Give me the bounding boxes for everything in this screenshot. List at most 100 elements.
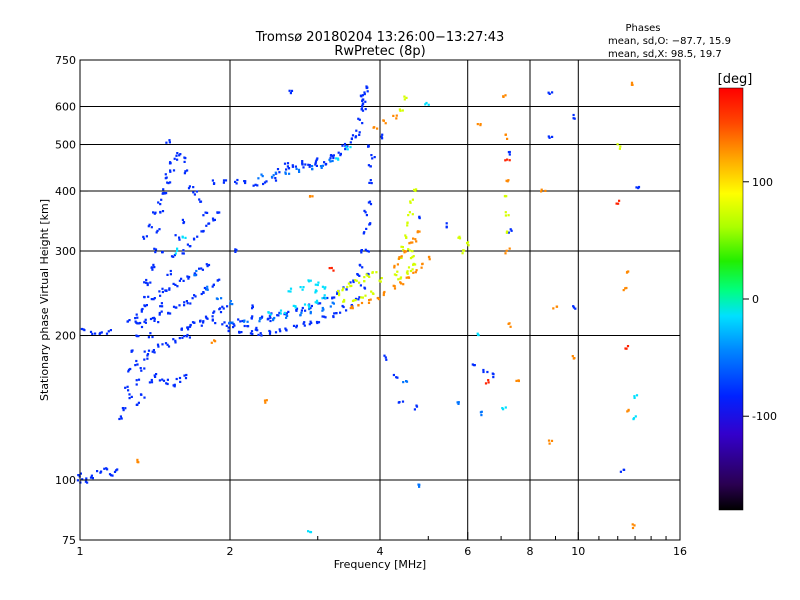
data-point: [192, 186, 195, 189]
data-point: [115, 469, 118, 472]
data-point: [547, 135, 550, 138]
data-point: [178, 337, 181, 340]
data-point: [221, 323, 224, 326]
data-point: [504, 406, 507, 409]
data-point: [321, 285, 324, 288]
data-point: [622, 289, 625, 292]
data-point: [273, 316, 276, 320]
data-point: [178, 376, 182, 380]
data-point: [347, 282, 350, 285]
data-point: [487, 379, 490, 382]
data-point: [631, 523, 634, 526]
data-point: [251, 305, 254, 308]
data-point: [399, 281, 402, 284]
data-point: [504, 252, 507, 255]
data-point: [235, 182, 238, 185]
data-point: [508, 247, 511, 250]
data-point: [309, 279, 312, 282]
data-point: [308, 308, 311, 311]
data-point: [363, 93, 366, 96]
data-point: [418, 483, 421, 486]
y-axis-label: Stationary phase Virtual Height [km]: [38, 199, 51, 401]
data-point: [329, 157, 332, 160]
data-point: [461, 252, 464, 255]
data-point: [404, 234, 407, 237]
data-point: [492, 376, 495, 379]
data-point: [362, 98, 365, 101]
data-point: [193, 193, 196, 196]
data-point: [164, 342, 168, 345]
data-point: [211, 285, 214, 288]
data-point: [502, 408, 505, 411]
data-point: [164, 289, 167, 292]
data-point: [254, 183, 257, 186]
data-point: [84, 480, 87, 483]
data-point: [337, 290, 340, 293]
data-point: [367, 144, 370, 147]
data-point: [503, 195, 506, 198]
data-point: [405, 276, 408, 279]
data-point: [381, 137, 384, 140]
data-point: [338, 294, 341, 297]
data-point: [292, 304, 295, 307]
data-point: [272, 319, 275, 322]
data-point: [414, 189, 417, 192]
data-point: [383, 354, 386, 357]
data-point: [143, 367, 146, 370]
data-point: [191, 297, 194, 300]
data-point: [159, 294, 162, 297]
data-point: [169, 312, 172, 315]
data-point: [409, 200, 412, 203]
phase-stats: Phases mean, sd,O: −87.7, 15.9 mean, sd,…: [608, 23, 731, 60]
colorbar-tick-label: 100: [752, 176, 773, 189]
data-point: [188, 275, 191, 279]
data-point: [370, 182, 373, 185]
data-point: [370, 154, 373, 157]
data-point: [548, 92, 551, 95]
data-point: [399, 256, 402, 259]
data-point: [283, 311, 286, 314]
data-point: [358, 133, 361, 136]
data-point: [212, 311, 215, 314]
data-point: [241, 319, 244, 323]
data-point: [283, 313, 286, 316]
data-point: [311, 195, 314, 198]
data-point: [379, 280, 382, 283]
colorbar-gradient: [718, 87, 744, 511]
data-point: [276, 314, 279, 317]
data-point: [405, 96, 408, 99]
data-point: [303, 321, 306, 324]
data-point: [137, 378, 141, 381]
data-point: [365, 214, 368, 217]
data-point: [625, 271, 629, 274]
data-point: [287, 310, 290, 313]
data-point: [158, 311, 161, 315]
data-point: [215, 297, 218, 300]
data-point: [427, 256, 431, 259]
data-point: [161, 250, 164, 253]
data-point: [278, 311, 281, 314]
stats-line-x: mean, sd,X: 98.5, 19.7: [608, 49, 722, 60]
data-point: [323, 315, 326, 318]
data-point: [319, 302, 322, 305]
data-point: [363, 276, 366, 279]
data-point: [170, 255, 174, 258]
data-point: [135, 403, 138, 406]
data-point: [246, 320, 249, 323]
data-point: [173, 385, 176, 388]
data-point: [324, 316, 327, 319]
data-point: [320, 166, 323, 169]
data-point: [626, 345, 630, 348]
data-point: [173, 157, 176, 160]
data-point: [160, 302, 163, 305]
data-point: [150, 226, 153, 229]
data-point: [395, 274, 398, 277]
data-point: [402, 283, 405, 286]
data-point: [632, 417, 636, 420]
data-point: [122, 409, 125, 412]
data-point: [360, 301, 364, 305]
data-point: [238, 330, 241, 333]
data-point: [309, 310, 312, 314]
data-point: [136, 363, 139, 366]
data-point: [146, 353, 150, 356]
